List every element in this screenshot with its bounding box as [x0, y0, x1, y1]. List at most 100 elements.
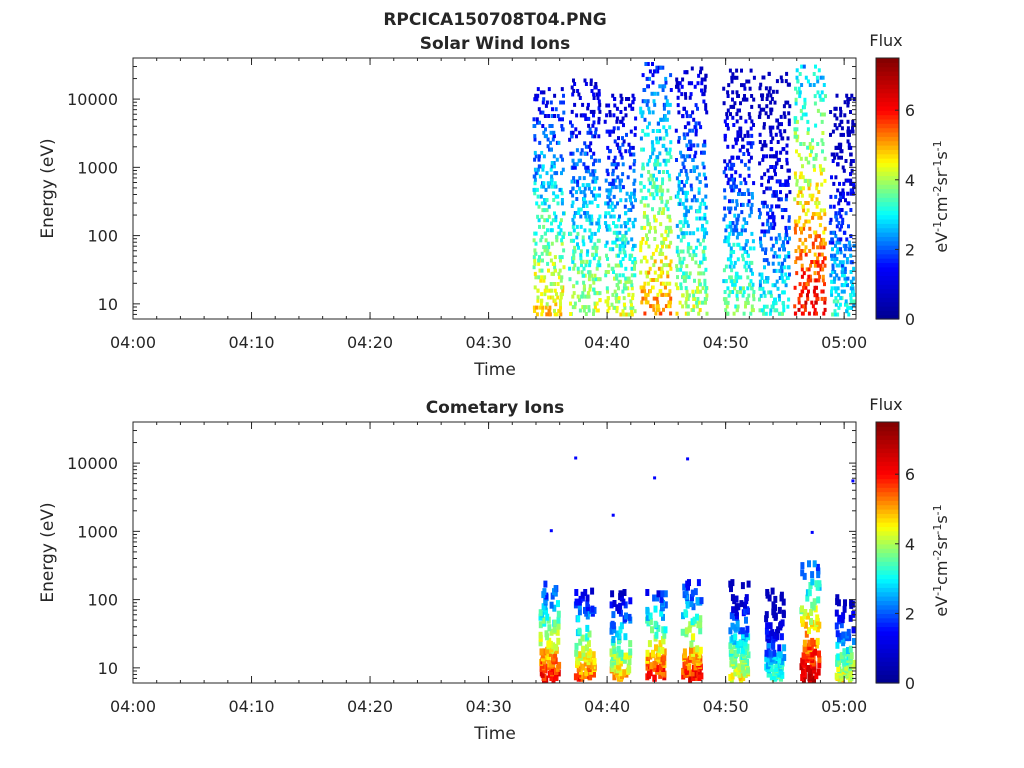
heatmap-cell [617, 279, 621, 284]
heatmap-cell [664, 162, 668, 167]
heatmap-cell [585, 252, 589, 257]
heatmap-cell [817, 190, 821, 194]
heatmap-cell [797, 300, 801, 305]
heatmap-cell [752, 75, 756, 80]
heatmap-cell [645, 589, 650, 596]
heatmap-cell [618, 602, 623, 610]
heatmap-cell [695, 664, 700, 672]
heatmap-cell [682, 648, 687, 656]
heatmap-cell [769, 222, 773, 227]
heatmap-cell [732, 264, 736, 269]
heatmap-cell [645, 233, 648, 238]
heatmap-cell [615, 309, 619, 314]
heatmap-cell [609, 214, 613, 219]
heatmap-cell [724, 235, 728, 240]
heatmap-cell [730, 579, 735, 587]
heatmap-cell [734, 603, 739, 611]
heatmap-cell [575, 235, 579, 240]
heatmap-cell [648, 266, 652, 271]
heatmap-cell [658, 188, 662, 193]
heatmap-cell [696, 81, 700, 86]
heatmap-cell [726, 108, 730, 113]
heatmap-cell [747, 159, 751, 164]
heatmap-cell [735, 184, 738, 189]
heatmap-cell [747, 293, 751, 298]
heatmap-cell [650, 649, 655, 657]
heatmap-cell [533, 308, 537, 313]
heatmap-cell [726, 181, 730, 186]
heatmap-cell [555, 235, 559, 239]
heatmap-cell [562, 211, 565, 216]
heatmap-cell [743, 250, 747, 254]
heatmap-cell [851, 159, 855, 163]
heatmap-cell [591, 134, 595, 139]
heatmap-cell [616, 142, 620, 147]
heatmap-cell [705, 220, 709, 225]
heatmap-cell [698, 242, 702, 247]
heatmap-cell [787, 225, 791, 230]
heatmap-cell [852, 185, 856, 190]
heatmap-cell [849, 181, 853, 186]
heatmap-cell [743, 86, 747, 91]
heatmap-cell [676, 194, 679, 199]
heatmap-cell [649, 304, 653, 309]
heatmap-cell [677, 110, 681, 115]
heatmap-cell [677, 139, 681, 144]
heatmap-cell [655, 129, 659, 133]
heatmap-cell [686, 121, 690, 126]
heatmap-cell [553, 288, 557, 293]
heatmap-cell [653, 225, 657, 230]
heatmap-cell [849, 292, 853, 297]
heatmap-cell [677, 253, 680, 258]
heatmap-cell [770, 215, 774, 220]
heatmap-cell [787, 218, 791, 223]
heatmap-cell [800, 657, 805, 665]
heatmap-cell [845, 260, 849, 265]
heatmap-cell [543, 208, 547, 213]
heatmap-cell [662, 237, 666, 241]
heatmap-cell [615, 116, 619, 121]
heatmap-cell [759, 236, 762, 241]
heatmap-cell [651, 192, 655, 197]
heatmap-cell [846, 628, 851, 636]
heatmap-cell [623, 240, 626, 245]
colorbar-segment [876, 140, 899, 146]
heatmap-cell [575, 162, 579, 167]
heatmap-cell [765, 104, 769, 109]
heatmap-cell [741, 257, 745, 262]
heatmap-cell [703, 231, 706, 236]
heatmap-cell [726, 144, 730, 149]
heatmap-cell [803, 621, 808, 629]
heatmap-cell [552, 134, 556, 139]
colorbar-segment [876, 495, 899, 501]
heatmap-cell [621, 309, 625, 314]
heatmap-cell [662, 136, 666, 141]
heatmap-cell [669, 229, 673, 234]
heatmap-cell [750, 304, 754, 309]
heatmap-cell [559, 218, 563, 223]
heatmap-cell [627, 208, 631, 212]
colorbar-segment [876, 284, 899, 290]
heatmap-cell [606, 201, 610, 206]
heatmap-cell [581, 238, 585, 243]
heatmap-cell [585, 644, 589, 652]
heatmap-cell [813, 271, 817, 276]
colorbar-segment [876, 422, 899, 427]
heatmap-cell [562, 93, 565, 98]
heatmap-cell [557, 271, 561, 276]
colorbar-frame [875, 421, 900, 684]
heatmap-cell [612, 600, 617, 607]
heatmap-cell [851, 659, 856, 667]
heatmap-cell [763, 140, 767, 144]
heatmap-cell [748, 282, 751, 287]
heatmap-cell [621, 240, 625, 245]
heatmap-cell [722, 279, 726, 284]
heatmap-cell [687, 625, 692, 633]
heatmap-cell [699, 289, 702, 294]
heatmap-cell [829, 217, 833, 222]
heatmap-cell [769, 208, 773, 212]
heatmap-cell [722, 101, 726, 106]
heatmap-cell [698, 282, 702, 287]
heatmap-cell [813, 101, 817, 106]
heatmap-cell [758, 140, 762, 144]
